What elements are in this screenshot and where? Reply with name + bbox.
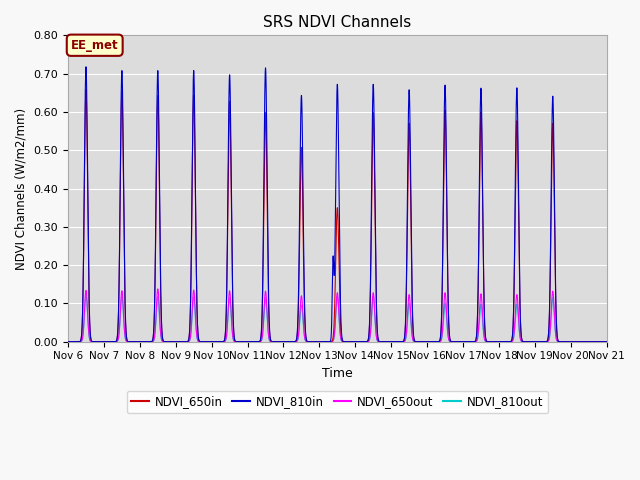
- Legend: NDVI_650in, NDVI_810in, NDVI_650out, NDVI_810out: NDVI_650in, NDVI_810in, NDVI_650out, NDV…: [127, 391, 548, 413]
- Text: EE_met: EE_met: [71, 39, 118, 52]
- Y-axis label: NDVI Channels (W/m2/mm): NDVI Channels (W/m2/mm): [15, 108, 28, 270]
- X-axis label: Time: Time: [322, 367, 353, 380]
- Title: SRS NDVI Channels: SRS NDVI Channels: [263, 15, 412, 30]
